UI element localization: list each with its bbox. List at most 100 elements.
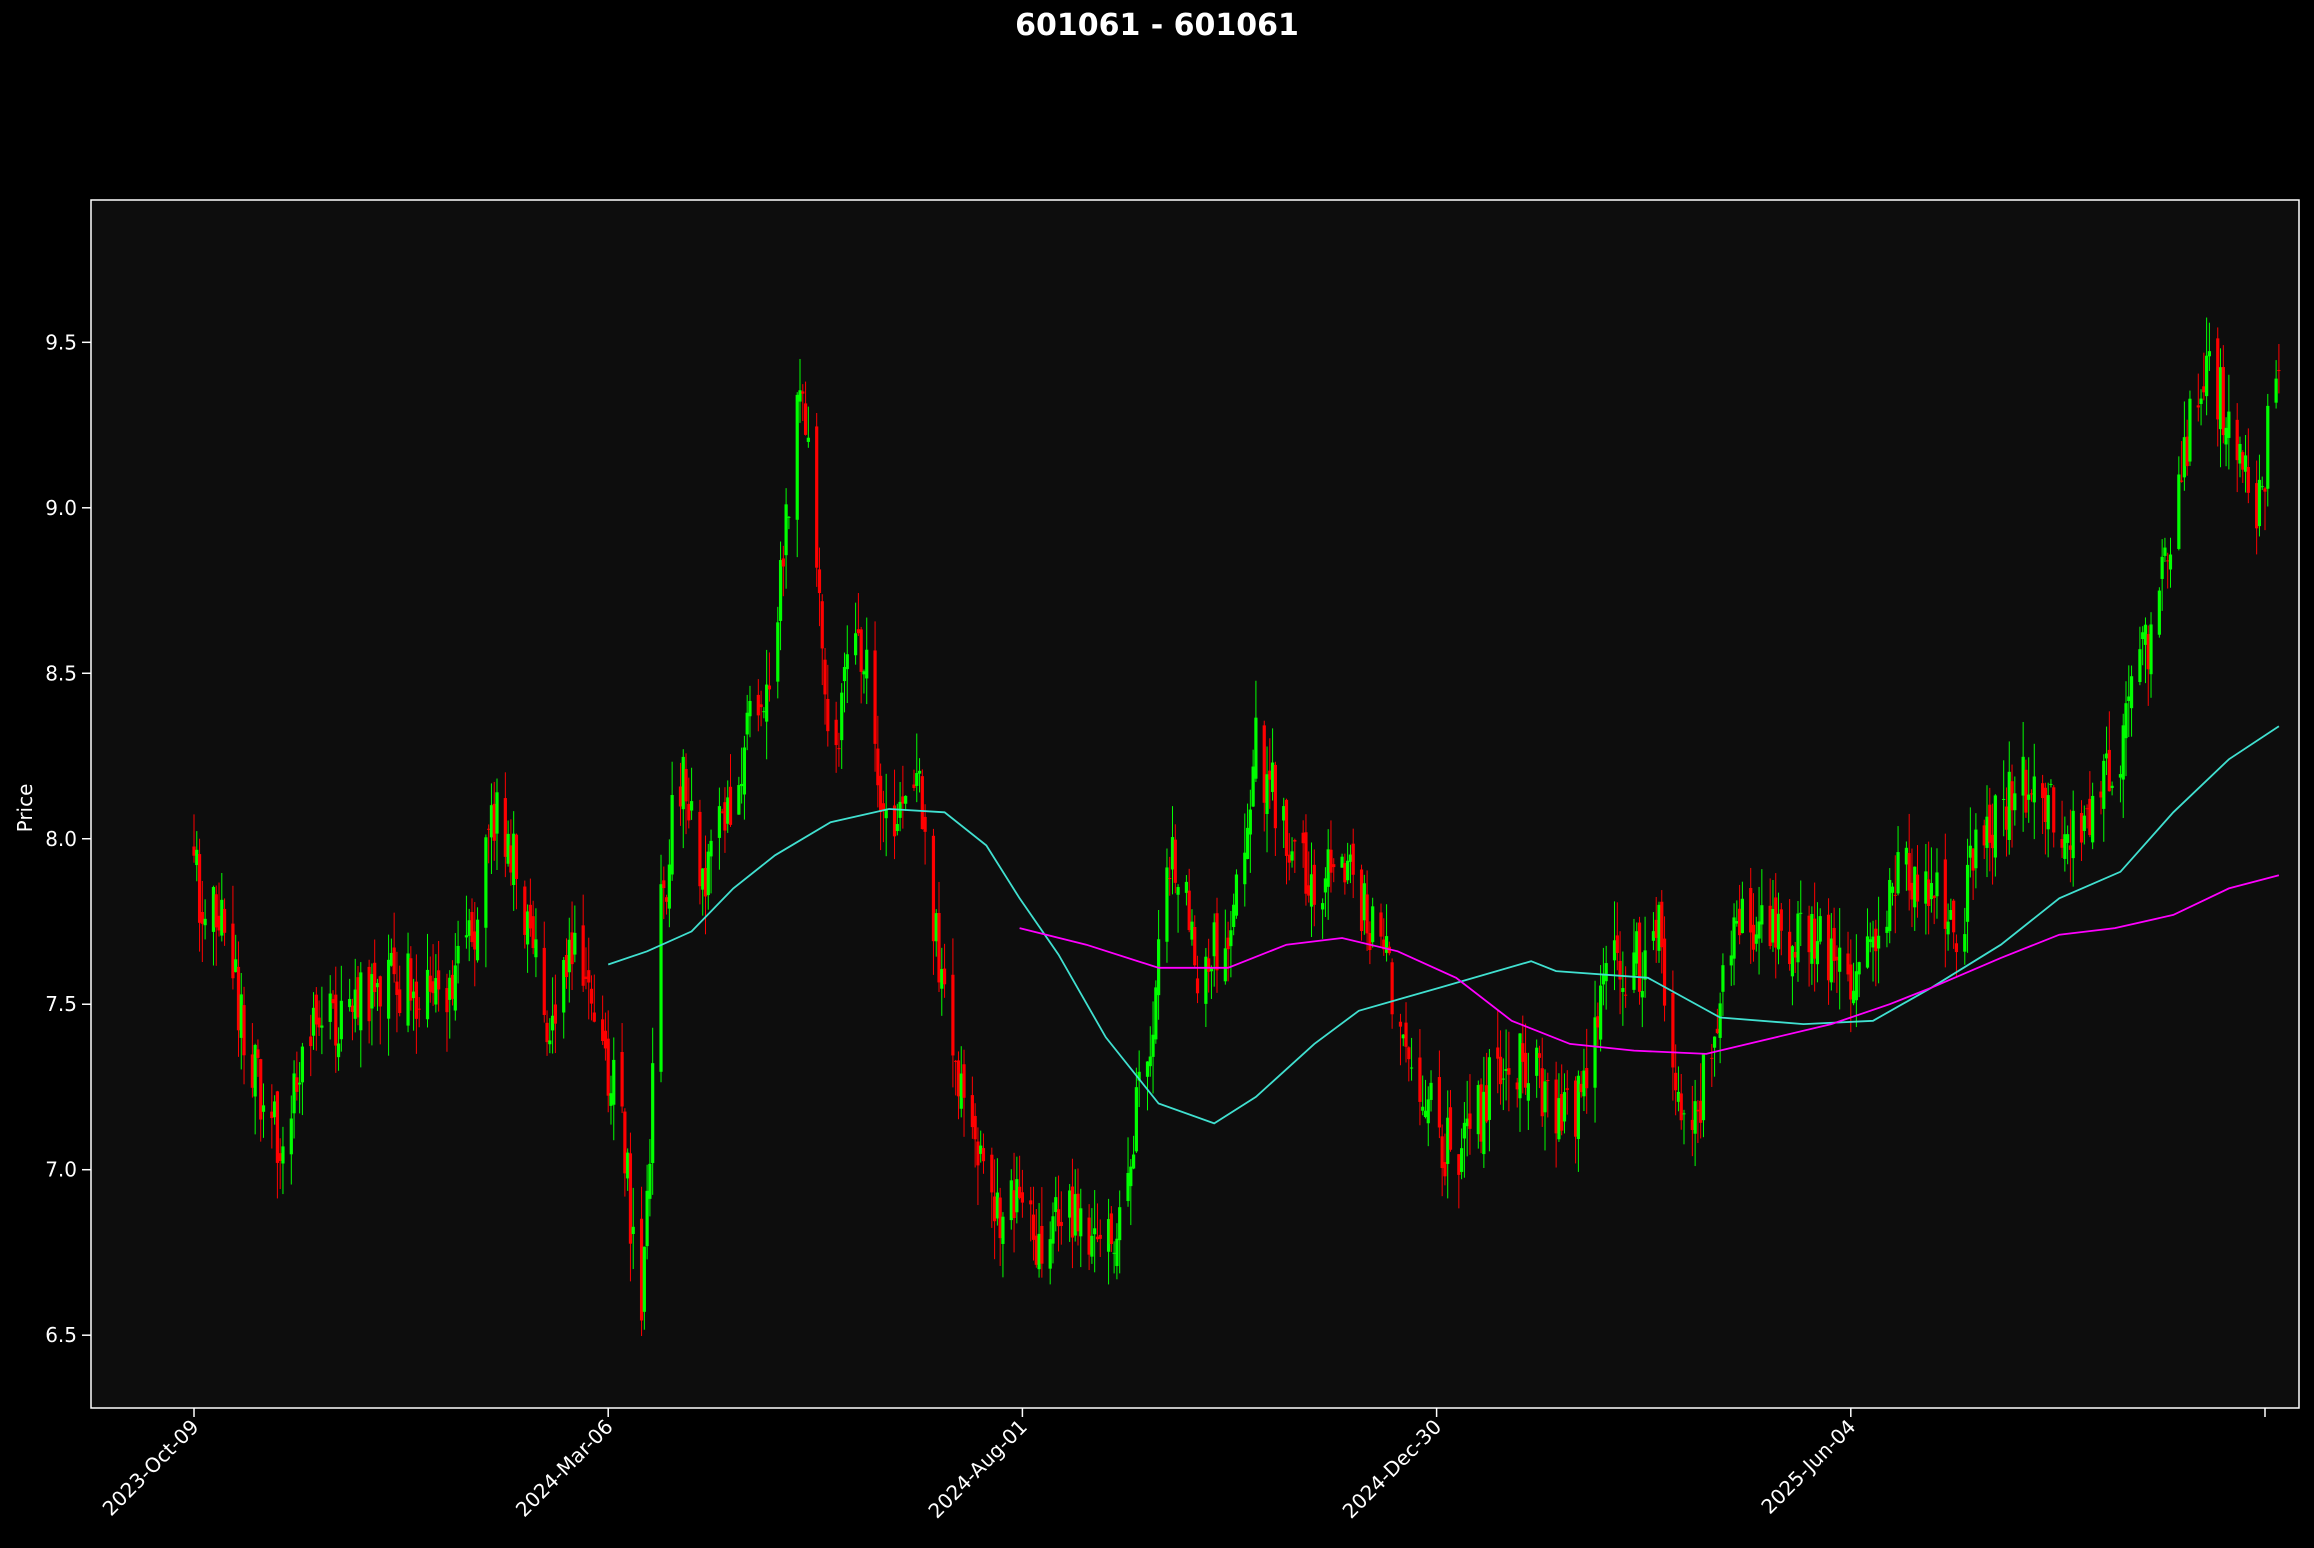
candle [1740,881,1744,934]
candle [1093,1190,1097,1273]
candle [587,937,591,1020]
candle [2129,665,2134,737]
candle [1215,897,1219,993]
candle [542,921,546,1023]
candle [1429,1070,1433,1112]
candle [1851,962,1856,1006]
candle [776,606,780,699]
candle [370,963,374,1046]
candle [2124,681,2128,777]
candle [767,652,772,702]
candle [1826,898,1831,1005]
candle [1868,922,1872,953]
candle [765,649,769,760]
candle [1576,1070,1580,1172]
candle [2166,552,2170,589]
candle [990,1147,994,1228]
candle [2235,403,2239,493]
moving-average-long [1019,874,2280,1055]
candle [392,912,396,983]
candle [1251,749,1255,808]
candle [1195,955,1200,1004]
candle [534,908,538,978]
candle [1448,1090,1453,1152]
candle [406,932,410,1033]
candle [395,951,399,1033]
candle [473,901,477,987]
candle [2146,625,2150,706]
candle [211,885,216,966]
candle [2110,781,2114,796]
candle [1829,913,1833,991]
candle [1054,1176,1058,1232]
y-tick-label: 7.5 [45,992,77,1016]
candle [2141,626,2145,666]
candle [881,790,886,843]
candle [378,975,382,1045]
candle [951,938,955,1088]
candle [1290,837,1294,868]
candle [1560,1064,1564,1136]
candle [2127,665,2131,738]
candle [1876,896,1881,984]
candle [375,978,380,1011]
candle [1479,1078,1483,1154]
candle [2149,612,2153,698]
candle [298,1062,302,1114]
candle [437,940,441,1012]
candle [1796,901,1800,982]
candle [626,1148,630,1191]
candle [2274,360,2278,409]
candle [920,769,924,830]
candle [589,975,594,1021]
candle [192,814,196,863]
candle [1287,833,1291,881]
candle [842,652,847,713]
candle [2157,587,2161,638]
candle [1440,1124,1444,1197]
candle [915,733,919,803]
candle [1443,1133,1447,1186]
candle [801,384,805,421]
candle [1721,953,1725,1016]
candle [2060,800,2064,858]
candle [509,819,513,886]
candle [1154,980,1158,1044]
candle [1651,912,1656,951]
candle [2163,537,2167,563]
candle [2004,787,2009,857]
candle [1729,930,1733,986]
candle [1134,1067,1138,1154]
candle [584,947,588,990]
candle [1793,941,1797,974]
candle [1896,826,1900,896]
candle [1460,1128,1464,1180]
candle [2085,804,2089,829]
candle [620,1023,624,1114]
candle [503,772,507,878]
candle [412,978,416,1031]
candle [2063,816,2067,872]
candle [2024,759,2028,818]
candle [2027,757,2031,823]
candle [1437,1050,1441,1139]
candle [1813,882,1817,992]
candle [1676,1066,1681,1112]
candle [687,777,691,829]
candle [995,1158,999,1226]
candle [1226,921,1230,982]
candle [820,594,824,686]
candle [273,1095,277,1125]
candle [612,1037,616,1141]
candle [701,868,705,916]
candle [664,894,669,915]
candle [1407,1046,1411,1082]
candle [1674,1044,1678,1116]
candle [1515,1077,1519,1108]
candle [1518,1033,1522,1132]
candle [2243,435,2248,493]
candle [1888,868,1892,944]
candle [2218,348,2223,468]
candle [2255,460,2259,555]
candle [1307,851,1311,903]
